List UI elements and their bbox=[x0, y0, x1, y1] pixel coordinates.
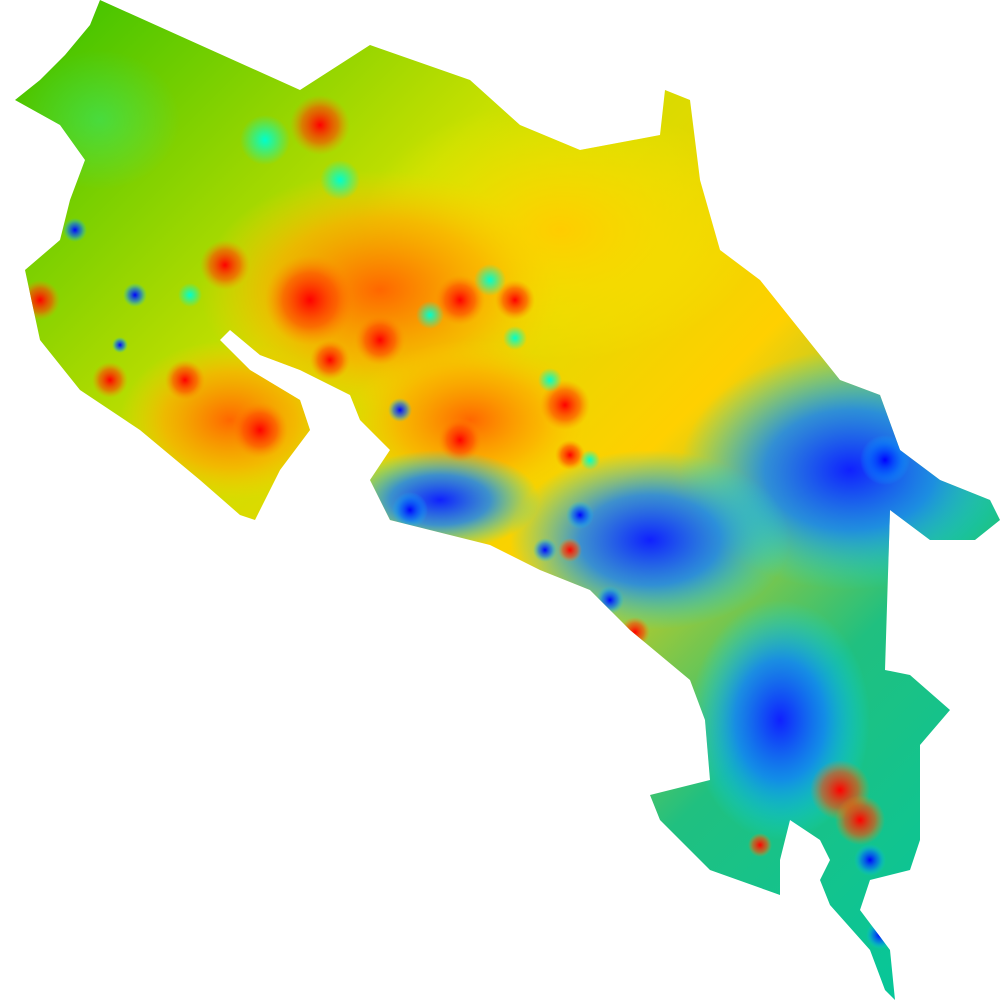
heatmap-map bbox=[15, 0, 1000, 1000]
country-surface bbox=[15, 0, 1000, 1000]
